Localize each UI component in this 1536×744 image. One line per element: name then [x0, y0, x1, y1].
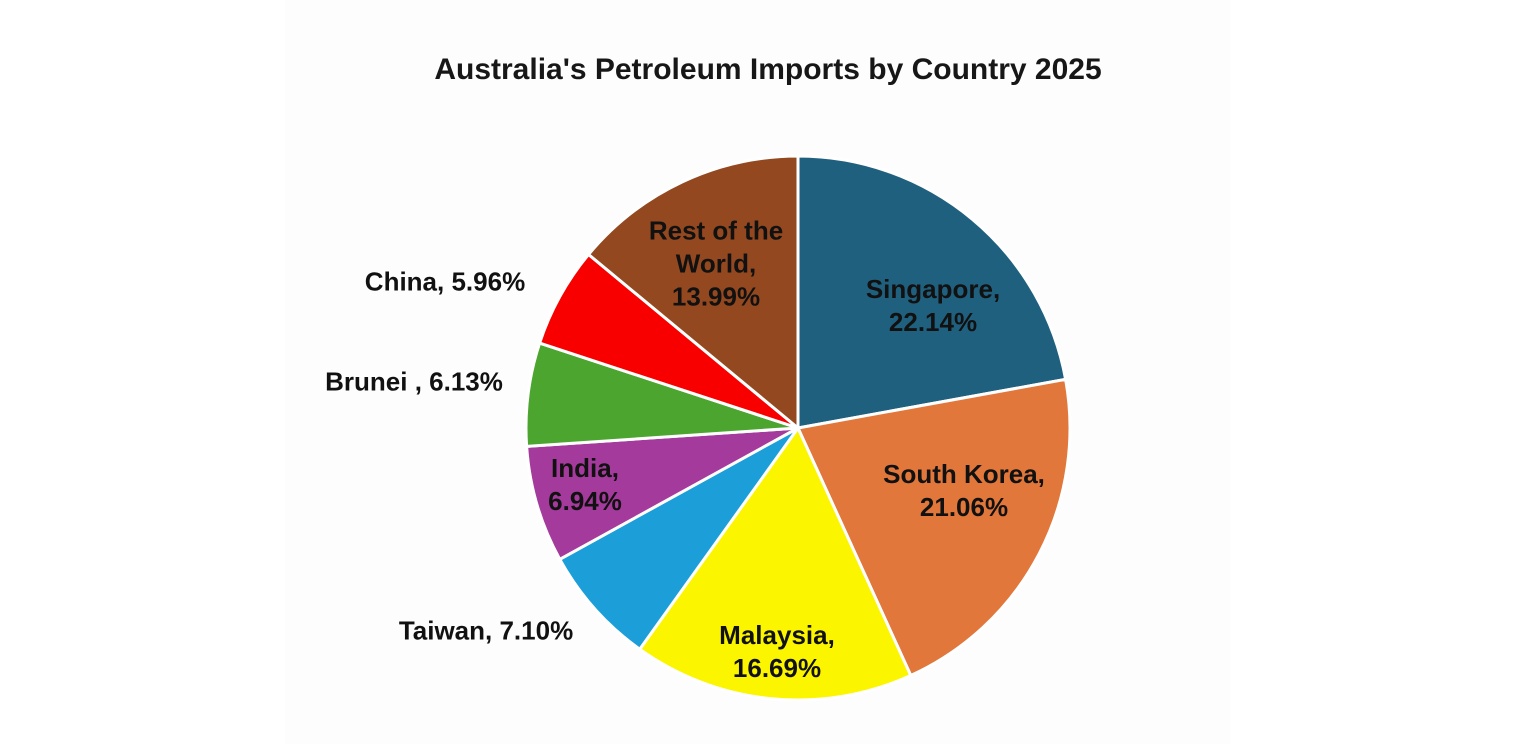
pie-slice-rest-of-the-world — [587, 154, 800, 430]
pie-slice-malaysia — [638, 426, 913, 702]
pie-slice-taiwan — [558, 426, 800, 651]
chart-title: Australia's Petroleum Imports by Country… — [434, 53, 1102, 86]
pie-slice-singapore — [796, 154, 1068, 430]
pie-slice-india — [525, 426, 800, 561]
pie-slice-south-korea — [796, 377, 1072, 678]
